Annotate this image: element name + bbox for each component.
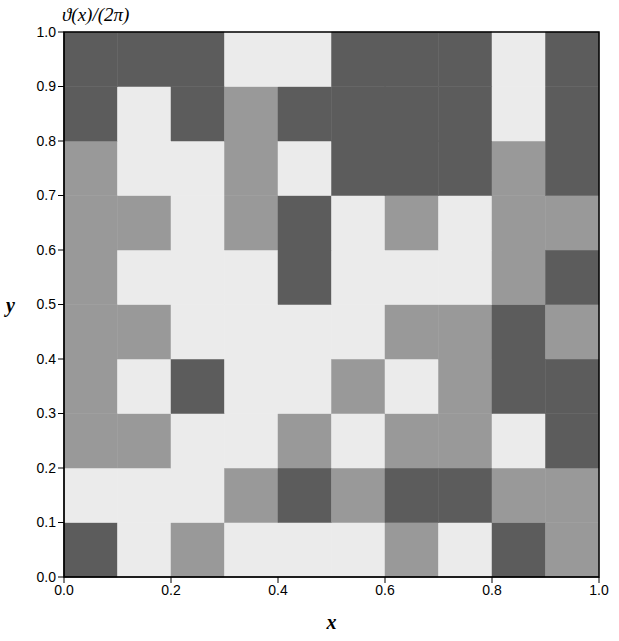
- svg-text:1.0: 1.0: [37, 24, 57, 40]
- html-text:ϑ(x)/(2π): ϑ(x)/(2π): [62, 4, 130, 25]
- svg-text:y: y: [4, 294, 15, 317]
- svg-text:0.6: 0.6: [37, 242, 57, 258]
- svg-text:0.4: 0.4: [268, 582, 288, 598]
- svg-text:1.0: 1.0: [589, 582, 609, 598]
- svg-text:0.2: 0.2: [37, 460, 57, 476]
- svg-text:0.5: 0.5: [37, 296, 57, 312]
- svg-text:0.0: 0.0: [37, 569, 57, 585]
- svg-text:0.8: 0.8: [37, 133, 57, 149]
- svg-text:0.8: 0.8: [482, 582, 502, 598]
- svg-text:0.2: 0.2: [161, 582, 181, 598]
- svg-text:0.9: 0.9: [37, 78, 57, 94]
- svg-text:0.6: 0.6: [375, 582, 395, 598]
- svg-text:0.4: 0.4: [37, 351, 57, 367]
- svg-text:0.3: 0.3: [37, 405, 57, 421]
- svg-text:x: x: [326, 611, 337, 633]
- svg-text:0.1: 0.1: [37, 514, 57, 530]
- svg-text:0.0: 0.0: [54, 582, 74, 598]
- svg-text:0.7: 0.7: [37, 187, 57, 203]
